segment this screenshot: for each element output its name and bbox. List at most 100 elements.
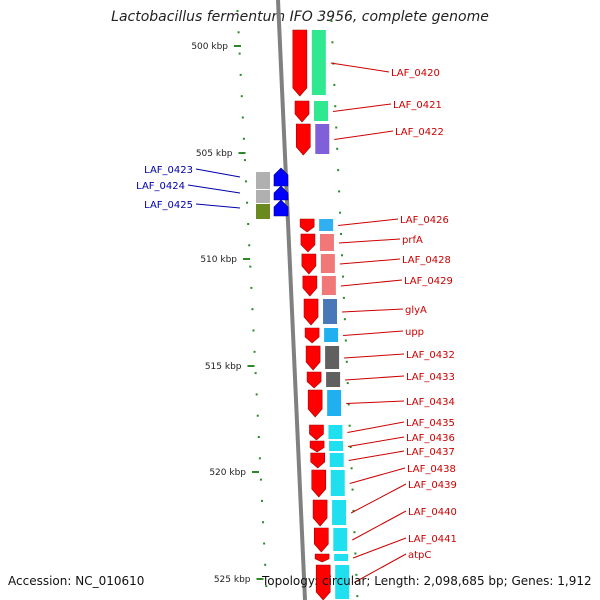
scale-tick-mark (263, 542, 266, 545)
forward-gene-label: LAF_0420 (391, 68, 440, 79)
gene-label-leader (345, 375, 405, 381)
forward-gene-label: LAF_0441 (408, 534, 457, 545)
major-scale-tick (238, 152, 246, 154)
gene-product-bar (319, 219, 334, 231)
forward-gene-arrow (307, 389, 323, 418)
gene-label-leader (334, 130, 394, 140)
scale-tick-mark (258, 457, 261, 460)
scale-label: 505 kbp (196, 149, 233, 159)
gene-label-leader (346, 400, 405, 404)
scale-tick-mark (243, 159, 246, 162)
scale-tick-mark (247, 223, 250, 225)
reverse-gene-label: LAF_0423 (144, 165, 193, 176)
forward-gene-arrow (301, 253, 317, 275)
gene-product-bar (256, 172, 270, 189)
scale-label: 520 kbp (209, 468, 246, 478)
forward-gene-label: LAF_0426 (400, 215, 449, 226)
gene-label-leader (195, 168, 241, 178)
scale-tick-mark (265, 585, 268, 588)
forward-gene-arrow (311, 469, 327, 498)
forward-gene-label: LAF_0421 (393, 100, 442, 111)
forward-gene-label: LAF_0435 (406, 418, 455, 429)
reverse-gene-arrow (273, 199, 289, 217)
scale-ticks: 500 kbp 505 kbp 510 kbp 515 kbp 520 kbp 525 k… (191, 10, 359, 598)
scale-tick-mark (349, 446, 352, 448)
gene-product-bar (320, 254, 335, 273)
gene-label-leader (350, 483, 407, 514)
scale-tick-mark (356, 595, 359, 598)
gene-label-leader (195, 203, 241, 209)
gene-product-bar (334, 554, 349, 561)
accession-text: Accession: NC_010610 (8, 574, 145, 588)
scale-tick-mark (250, 286, 253, 289)
scale-tick-mark (240, 95, 243, 98)
scale-tick-mark (249, 265, 252, 268)
forward-gene-label: LAF_0440 (408, 507, 457, 518)
gene-label-leader (340, 279, 403, 287)
gene-label-leader (347, 421, 405, 433)
gene-product-bar (319, 234, 334, 251)
gene-product-bar (325, 346, 340, 369)
scale-tick-mark (239, 73, 242, 76)
gene-product-bar (328, 425, 343, 439)
forward-gene-arrow (315, 564, 331, 600)
reverse-gene-arrow (273, 167, 289, 187)
scale-tick-mark (252, 329, 255, 332)
scale-tick-mark (340, 233, 343, 235)
scale-tick-mark (241, 116, 244, 119)
forward-gene-label: LAF_0433 (406, 372, 455, 383)
scale-tick-mark (260, 499, 263, 502)
gene-label-leader (342, 308, 404, 313)
forward-gene-arrow (295, 123, 311, 156)
gene-label-leader (339, 258, 401, 265)
gene-labels: LAF_0420 LAF_0421 LAF_0422 LAF_0426 prfA LAF_… (136, 62, 457, 583)
scale-tick-mark (343, 318, 346, 321)
scale-tick-mark (264, 563, 267, 566)
gene-product-bar (333, 528, 348, 551)
forward-gene-label: LAF_0437 (406, 447, 455, 458)
gene-features (256, 29, 350, 600)
scale-tick-mark (346, 382, 349, 385)
forward-gene-label: upp (405, 327, 424, 338)
scale-tick-mark (350, 467, 353, 470)
scale-tick-mark (342, 296, 345, 299)
gene-label-leader (338, 218, 399, 226)
forward-gene-arrow (309, 440, 325, 453)
gene-label-leader (349, 467, 406, 484)
forward-gene-label: prfA (402, 235, 423, 246)
major-scale-tick (256, 578, 264, 580)
gene-product-bar (314, 101, 329, 121)
forward-gene-label: LAF_0439 (408, 480, 457, 491)
scale-tick-mark (337, 169, 340, 172)
forward-gene-label: LAF_0436 (406, 433, 455, 444)
forward-gene-arrow (300, 233, 316, 253)
forward-gene-label: glyA (405, 305, 427, 316)
gene-label-leader (348, 450, 405, 461)
forward-gene-label: atpC (408, 550, 431, 561)
scale-label: 500 kbp (191, 42, 228, 52)
gene-label-leader (343, 330, 404, 336)
scale-tick-mark (259, 478, 262, 481)
scale-tick-mark (237, 31, 240, 34)
scale-tick-mark (347, 403, 350, 406)
scale-tick-mark (355, 573, 358, 576)
gene-product-bar (256, 190, 270, 203)
gene-product-bar (332, 500, 347, 525)
forward-gene-label: LAF_0438 (407, 464, 456, 475)
genome-backbone (276, 0, 307, 600)
forward-gene-label: LAF_0428 (402, 255, 451, 266)
gene-product-bar (335, 565, 350, 599)
gene-product-bar (256, 204, 270, 219)
scale-label: 510 kbp (200, 255, 237, 265)
forward-gene-label: LAF_0434 (406, 397, 455, 408)
scale-tick-mark (257, 436, 260, 438)
scale-tick-mark (331, 41, 334, 44)
scale-tick-mark (354, 552, 357, 555)
forward-gene-arrow (294, 100, 310, 123)
scale-tick-mark (330, 20, 333, 22)
scale-tick-mark (248, 244, 251, 247)
gene-label-leader (332, 103, 392, 112)
forward-gene-label: LAF_0432 (406, 350, 455, 361)
scale-tick-mark (340, 254, 343, 257)
